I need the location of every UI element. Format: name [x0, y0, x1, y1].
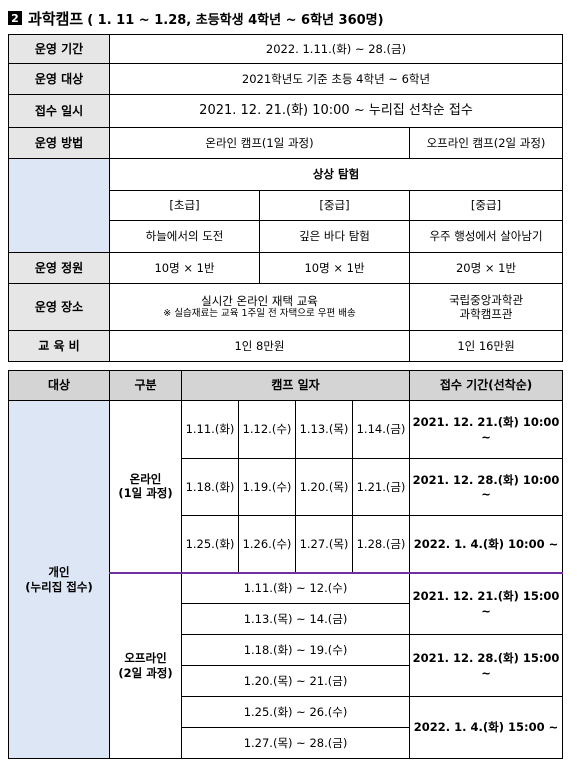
period-value: 2022. 1.11.(화) ~ 28.(금) [109, 34, 563, 64]
offline-date: 1.11.(화) ~ 12.(수) [180, 571, 411, 604]
offline-date: 1.27.(목) ~ 28.(금) [180, 727, 411, 759]
online-type-cell: 온라인 (1일 과정) [109, 400, 182, 573]
online-apply-3: 2022. 1. 4.(화) 10:00 ~ [409, 515, 564, 573]
online-apply-1: 2021. 12. 21.(화) 10:00 ~ [409, 400, 564, 459]
capacity-1: 10명 × 1반 [109, 252, 260, 284]
header-type: 구분 [109, 370, 182, 401]
online-type-line-2: (1일 과정) [118, 486, 173, 501]
apply-label: 접수 일시 [8, 94, 110, 128]
online-date: 1.26.(수) [238, 515, 296, 573]
online-date: 1.12.(수) [238, 400, 296, 459]
offline-type-line-1: 오프라인 [124, 651, 167, 666]
place-offline-cell: 국립중앙과학관 과학캠프관 [409, 283, 563, 331]
target-line-2: (누리집 접수) [25, 579, 93, 594]
topic-2: 깊은 바다 탐험 [259, 220, 410, 253]
online-date: 1.25.(화) [181, 515, 239, 573]
camp-info-table: 운영 기간 2022. 1.11.(화) ~ 28.(금) 운영 대상 2021… [8, 34, 563, 362]
offline-apply-2: 2021. 12. 28.(화) 15:00 ~ [409, 634, 564, 697]
capacity-2: 10명 × 1반 [259, 252, 410, 284]
offline-date: 1.20.(목) ~ 21.(금) [180, 665, 411, 697]
target-value: 2021학년도 기준 초등 4학년 ~ 6학년 [109, 63, 563, 95]
offline-date: 1.25.(화) ~ 26.(수) [180, 696, 411, 728]
fee-online: 1인 8만원 [109, 330, 410, 362]
online-date: 1.21.(금) [351, 458, 411, 516]
online-date: 1.18.(화) [181, 458, 239, 516]
method-offline: 오프라인 캠프(2일 과정) [409, 127, 563, 159]
online-date: 1.27.(목) [295, 515, 353, 573]
target-line-1: 개인 [48, 565, 70, 580]
offline-apply-3: 2022. 1. 4.(화) 15:00 ~ [409, 696, 564, 759]
program-label-cell [8, 158, 110, 253]
target-label: 운영 대상 [8, 63, 110, 95]
online-date: 1.13.(목) [295, 400, 353, 459]
schedule-table: 대상 구분 캠프 일자 접수 기간(선착순) 개인 (누리집 접수) 온라인 (… [8, 370, 564, 759]
online-date: 1.19.(수) [238, 458, 296, 516]
section-title-main: 과학캠프 [28, 9, 84, 28]
target-cell: 개인 (누리집 접수) [8, 400, 110, 759]
fee-offline: 1인 16만원 [409, 330, 563, 362]
offline-date: 1.13.(목) ~ 14.(금) [180, 603, 411, 635]
offline-apply-1: 2021. 12. 21.(화) 15:00 ~ [409, 571, 564, 635]
method-online: 온라인 캠프(1일 과정) [109, 127, 410, 159]
offline-type-line-2: (2일 과정) [118, 665, 173, 680]
online-date: 1.20.(목) [295, 458, 353, 516]
topic-3: 우주 행성에서 살아남기 [409, 220, 563, 253]
capacity-3: 20명 × 1반 [409, 252, 563, 284]
online-date: 1.11.(화) [181, 400, 239, 459]
program-theme: 상상 탐험 [109, 158, 563, 191]
header-target: 대상 [8, 370, 110, 401]
level-1: [초급] [109, 190, 260, 221]
fee-label: 교 육 비 [8, 330, 110, 362]
offline-date: 1.18.(화) ~ 19.(수) [180, 634, 411, 666]
offline-type-cell: 오프라인 (2일 과정) [109, 571, 182, 759]
place-offline-2: 과학캠프관 [459, 307, 513, 321]
header-dates: 캠프 일자 [180, 370, 411, 401]
section-title-sub: ( 1. 11 ~ 1.28, 초등학생 4학년 ~ 6학년 360명) [87, 12, 384, 28]
section-number: 2 [8, 11, 22, 25]
header-apply: 접수 기간(선착순) [409, 370, 564, 401]
topic-1: 하늘에서의 도전 [109, 220, 260, 253]
method-label: 운영 방법 [8, 127, 110, 159]
online-type-line-1: 온라인 [129, 471, 162, 486]
capacity-label: 운영 정원 [8, 252, 110, 284]
section-title: 2 과학캠프 ( 1. 11 ~ 1.28, 초등학생 4학년 ~ 6학년 36… [8, 6, 384, 30]
online-apply-2: 2021. 12. 28.(화) 10:00 ~ [409, 458, 564, 516]
online-date: 1.14.(금) [351, 400, 411, 459]
online-date: 1.28.(금) [351, 515, 411, 573]
place-online: 실시간 온라인 재택 교육 [201, 293, 318, 308]
place-label: 운영 장소 [8, 283, 110, 331]
level-2: [중급] [259, 190, 410, 221]
place-offline-1: 국립중앙과학관 [448, 292, 524, 307]
apply-value: 2021. 12. 21.(화) 10:00 ~ 누리집 선착순 접수 [109, 94, 563, 128]
place-online-cell: 실시간 온라인 재택 교육 ※ 실습재료는 교육 1주일 전 자택으로 우편 배… [109, 283, 410, 331]
period-label: 운영 기간 [8, 34, 110, 64]
place-online-note: ※ 실습재료는 교육 1주일 전 자택으로 우편 배송 [163, 308, 356, 320]
level-3: [중급] [409, 190, 563, 221]
